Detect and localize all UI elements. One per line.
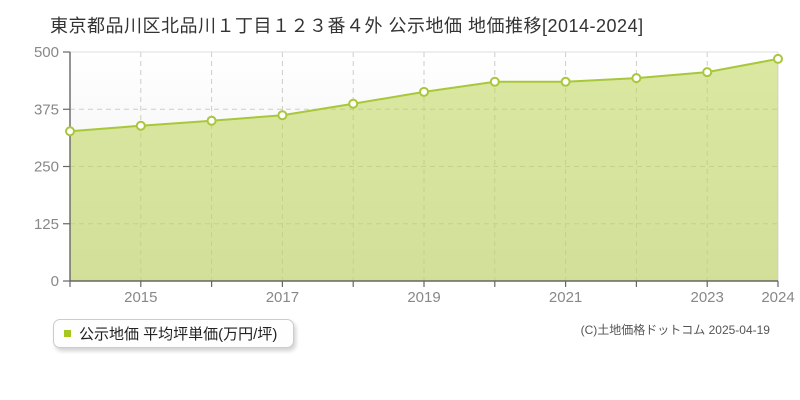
x-tick-label: 2019 — [407, 289, 440, 306]
data-point-marker[interactable] — [135, 120, 146, 131]
y-tick-label: 0 — [51, 273, 59, 290]
y-tick-label: 125 — [34, 216, 59, 233]
y-tick-label: 375 — [34, 101, 59, 118]
x-tick-label: 2023 — [691, 289, 724, 306]
data-point-marker[interactable] — [419, 86, 429, 97]
x-tick-label: 2021 — [549, 289, 582, 306]
x-tick-label: 2015 — [124, 289, 157, 306]
data-point-marker[interactable] — [348, 98, 359, 109]
legend-swatch-icon — [64, 330, 71, 337]
data-point-marker[interactable] — [65, 126, 75, 137]
data-point-marker[interactable] — [773, 53, 783, 64]
legend-label: 公示地価 平均坪単価(万円/坪) — [79, 326, 278, 343]
data-point-marker[interactable] — [277, 110, 288, 121]
data-point-marker[interactable] — [631, 73, 642, 84]
copyright-text: (C)土地価格ドットコム 2025-04-19 — [580, 323, 770, 337]
data-point-marker[interactable] — [206, 115, 217, 126]
data-point-marker[interactable] — [489, 76, 500, 87]
legend: 公示地価 平均坪単価(万円/坪) — [53, 319, 295, 348]
y-tick-label: 500 — [34, 44, 59, 61]
y-tick-label: 250 — [34, 159, 59, 176]
series-area-fill — [70, 58, 778, 282]
x-tick-label: 2017 — [266, 289, 299, 306]
data-point-marker[interactable] — [702, 67, 713, 78]
data-point-marker[interactable] — [560, 76, 571, 87]
chart-title: 東京都品川区北品川１丁目１２３番４外 公示地価 地価推移[2014-2024] — [50, 16, 644, 36]
x-tick-label: 2024 — [761, 289, 794, 306]
